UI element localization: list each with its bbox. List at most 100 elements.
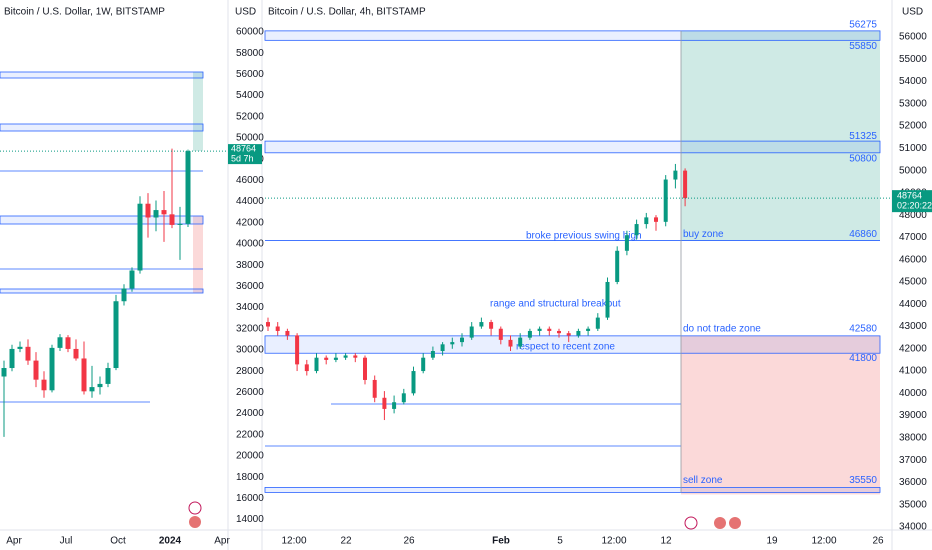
- level-label: 46860: [849, 229, 877, 240]
- candle-body: [9, 348, 15, 369]
- candle-body: [576, 330, 581, 336]
- flag-icon[interactable]: [714, 517, 726, 529]
- candle-body: [65, 337, 71, 349]
- price-tick-label: 36000: [899, 477, 927, 488]
- candle-body: [33, 360, 39, 380]
- left-zone: [0, 71, 204, 79]
- candle-body: [392, 402, 397, 409]
- price-tick-label: 34000: [899, 522, 927, 533]
- time-label: Jul: [60, 536, 73, 547]
- zone: [264, 140, 881, 154]
- candle-body: [25, 346, 31, 361]
- candle-body: [363, 357, 367, 380]
- candle-body: [275, 326, 280, 331]
- candle-body: [113, 301, 119, 369]
- time-label: 12:00: [601, 536, 626, 547]
- target-box: [681, 30, 880, 241]
- price-tick-label: 40000: [236, 239, 264, 250]
- candle-body: [450, 342, 455, 345]
- price-tick-label: 38000: [899, 433, 927, 444]
- zone: [264, 30, 881, 41]
- level-label: 56275: [849, 20, 877, 31]
- price-tick-label: 39000: [899, 410, 927, 421]
- price-tick-label: 24000: [236, 408, 264, 419]
- price-tick-label: 35000: [899, 499, 927, 510]
- price-tick-label: 58000: [236, 48, 264, 59]
- candle-body: [382, 397, 387, 409]
- price-tick-label: 20000: [236, 451, 264, 462]
- level-label: 41800: [849, 353, 877, 364]
- candle-body: [353, 355, 358, 358]
- price-tick-label: 34000: [236, 302, 264, 313]
- flag-icon[interactable]: [189, 516, 201, 528]
- stop-box: [681, 335, 880, 495]
- price-tick-label: 14000: [236, 514, 264, 525]
- price-tick-label: 30000: [236, 345, 264, 356]
- candle-body: [469, 326, 474, 338]
- time-label: 22: [340, 536, 352, 547]
- candle-body: [89, 387, 95, 392]
- candle-body: [49, 347, 55, 391]
- candle-body: [527, 330, 532, 338]
- candle-body: [634, 224, 639, 236]
- candle-body: [508, 339, 513, 347]
- left-axis-unit: USD: [235, 7, 256, 18]
- price-tick-label: 56000: [899, 32, 927, 43]
- time-label: Feb: [492, 536, 510, 547]
- price-badge-value: 48764: [231, 143, 256, 153]
- price-tick-label: 53000: [899, 98, 927, 109]
- candle-body: [314, 357, 319, 372]
- candle-body: [557, 330, 561, 334]
- price-tick-label: 45000: [899, 277, 927, 288]
- left-zone: [0, 215, 204, 225]
- event-icon[interactable]: [684, 516, 698, 530]
- right-title: Bitcoin / U.S. Dollar, 4h, BITSTAMP: [268, 7, 426, 18]
- candle-body: [605, 281, 610, 318]
- candle-body: [57, 337, 63, 348]
- event-icon[interactable]: [188, 501, 202, 515]
- sell-zone: [264, 487, 881, 493]
- candle-body: [121, 288, 127, 302]
- price-tick-label: 46000: [899, 254, 927, 265]
- candle-body: [498, 328, 503, 340]
- candle-body: [683, 170, 688, 199]
- candle-body: [41, 379, 47, 391]
- candle-body: [129, 270, 135, 289]
- price-tick-label: 22000: [236, 429, 264, 440]
- price-badge: [228, 144, 262, 165]
- time-label: Oct: [110, 536, 126, 547]
- candle-body: [177, 223, 183, 225]
- price-tick-label: 56000: [236, 69, 264, 80]
- price-tick-label: 37000: [899, 455, 927, 466]
- annotation: broke previous swing high: [526, 231, 642, 242]
- candle-body: [566, 333, 571, 336]
- candle-body: [489, 322, 494, 329]
- candle-body: [97, 383, 103, 388]
- right-axis-unit: USD: [902, 7, 923, 18]
- price-tick-label: 42000: [899, 343, 927, 354]
- candle-body: [644, 217, 649, 225]
- candle-body: [430, 351, 435, 358]
- price-tick-label: 60000: [236, 27, 264, 38]
- candle-body: [161, 210, 167, 215]
- price-tick-label: 50000: [899, 165, 927, 176]
- candle-body: [145, 203, 151, 218]
- candle-body: [266, 322, 270, 327]
- flag-icon[interactable]: [729, 517, 741, 529]
- candle-body: [17, 346, 23, 349]
- price-tick-label: 36000: [236, 281, 264, 292]
- left-zone: [0, 288, 204, 294]
- candle-body: [663, 179, 668, 222]
- candle-body: [137, 203, 143, 271]
- price-badge-countdown: 02:20:22: [897, 201, 932, 211]
- price-badge-value: 48764: [897, 191, 922, 201]
- candle-body: [324, 357, 329, 360]
- price-tick-label: 43000: [899, 321, 927, 332]
- candle-body: [295, 335, 300, 365]
- candle-body: [595, 317, 600, 329]
- price-badge: [892, 190, 932, 213]
- price-tick-label: 42000: [236, 217, 264, 228]
- candle-body: [411, 371, 416, 394]
- price-tick-label: 44000: [899, 299, 927, 310]
